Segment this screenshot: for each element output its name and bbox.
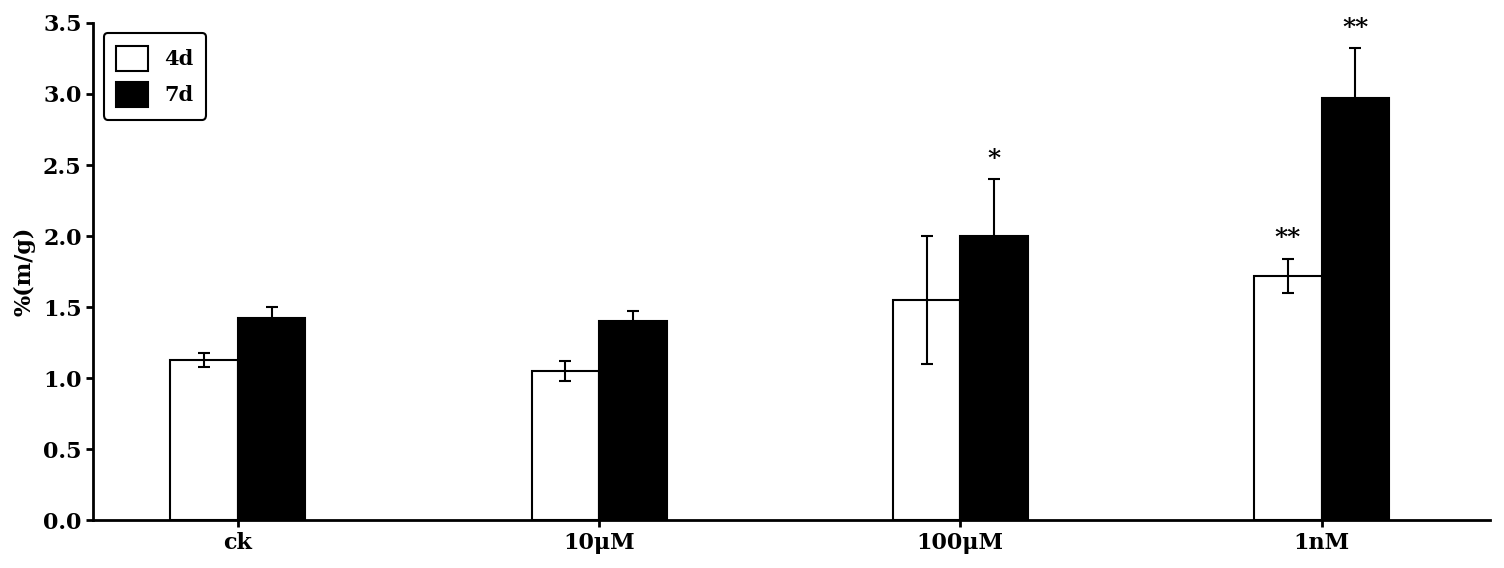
Bar [238,319,305,520]
Text: *: * [988,147,1000,171]
Y-axis label: %(m/g): %(m/g) [14,227,36,316]
Text: **: ** [1275,226,1301,250]
Bar [170,360,238,520]
Bar [893,300,961,520]
Bar [531,371,599,520]
Text: **: ** [1342,16,1369,40]
Bar [961,236,1027,520]
Bar [599,321,666,520]
Legend: 4d, 7d: 4d, 7d [104,34,206,119]
Bar [1322,98,1390,520]
Bar [1254,276,1322,520]
